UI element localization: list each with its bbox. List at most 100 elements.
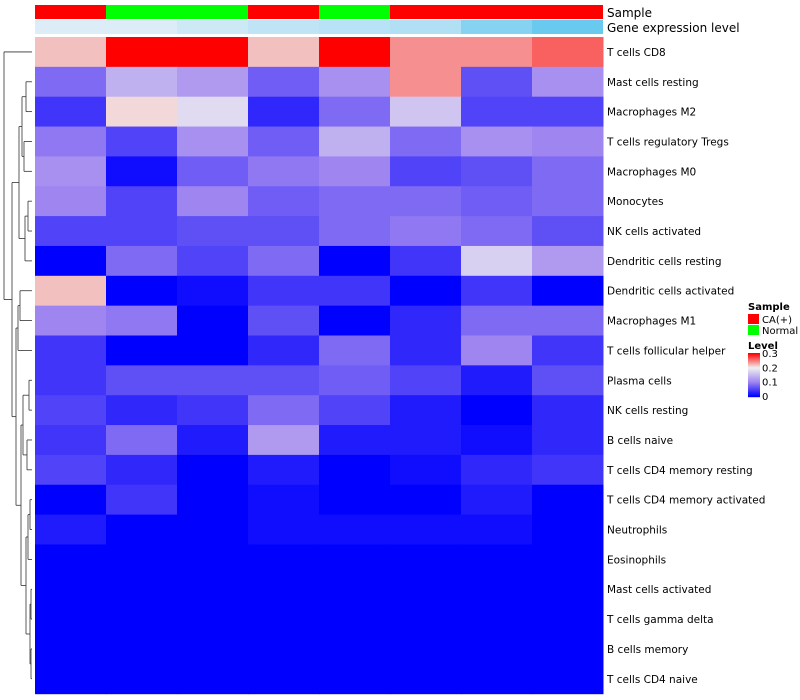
level-legend-gradient-step [748,380,760,382]
heatmap-cell [532,186,604,217]
sample-annotation-cell [390,5,461,19]
level-legend-tick: 0 [762,392,768,403]
level-legend-tick: 0.1 [762,378,778,389]
heatmap-cell [461,156,533,187]
level-legend-gradient-step [748,364,760,366]
level-legend-gradient-step [748,371,760,373]
heatmap-cell [319,245,391,277]
heatmap-cell [35,663,107,695]
row-label: T cells follicular helper [606,345,726,357]
heatmap-cell [177,66,249,98]
heatmap-cell [177,634,249,665]
heatmap-cell [390,245,462,277]
sample-annotation-cell [35,5,106,19]
heatmap-cell [532,305,604,336]
heatmap-cell [177,216,249,247]
heatmap-cell [461,126,533,157]
heatmap-cell [390,37,462,68]
heatmap-cell [461,544,533,575]
heatmap-cell [461,365,533,396]
heatmap-cell [248,395,320,426]
heatmap-cell [532,245,604,277]
gene-expression-annotation-cell [177,20,248,34]
heatmap-cell [106,514,178,545]
heatmap-cell [106,275,178,307]
heatmap-cell [248,544,320,575]
gene-expression-annotation-cell [248,20,319,34]
heatmap-cell [390,96,462,128]
row-label: Mast cells activated [607,584,711,596]
heatmap-cell [35,395,107,426]
heatmap-cell [106,305,178,336]
heatmap-cell [390,126,462,157]
row-label: T cells CD8 [606,47,666,59]
heatmap-cell [248,305,320,336]
heatmap-cell [177,275,249,307]
row-label: T cells CD4 memory resting [606,465,753,477]
gene-expression-annotation-cell [106,20,177,34]
heatmap-cell [248,66,320,98]
heatmap-cell [532,96,604,128]
heatmap-cell [390,275,462,307]
heatmap-cell [106,574,178,605]
row-label: B cells naive [607,435,673,447]
heatmap-cell [177,186,249,217]
level-legend-tick: 0.2 [762,363,778,374]
heatmap-cell [319,305,391,336]
heatmap-cell [461,186,533,217]
heatmap-cell [35,335,107,366]
heatmap-cell [177,395,249,426]
heatmap-cell [248,425,320,456]
heatmap-cell [390,66,462,98]
heatmap-cell [248,186,320,217]
heatmap-cell [532,663,604,695]
level-legend-gradient-step [748,355,760,357]
heatmap-cell [106,425,178,456]
level-legend-gradient-step [748,385,760,387]
heatmap-cell [532,216,604,247]
heatmap-cell [106,216,178,247]
gene-expression-annotation-cell [35,20,106,34]
level-legend-gradient-step [748,356,760,358]
heatmap-cell [319,663,391,695]
heatmap-cell [532,365,604,396]
heatmap-cell [177,96,249,128]
heatmap-cell [319,514,391,545]
heatmap-cell [106,395,178,426]
heatmap-cell [461,454,533,486]
heatmap-cell [532,514,604,545]
sample-annotation-cell [177,5,248,19]
heatmap-cell [106,37,178,68]
heatmap-cell [390,425,462,456]
level-legend-gradient-step [748,353,760,355]
heatmap-cell [461,604,533,635]
row-label: B cells memory [607,644,688,656]
heatmap-cell [248,514,320,545]
heatmap-cell [248,275,320,307]
heatmap-cells [35,37,604,695]
level-legend-gradient-step [748,376,760,378]
level-legend-gradient-step [748,390,760,392]
heatmap-cell [106,186,178,217]
heatmap-cell [35,305,107,336]
level-legend-gradient-step [748,388,760,390]
heatmap-cell [177,335,249,366]
heatmap-cell [390,454,462,486]
heatmap-cell [319,126,391,157]
heatmap-cell [35,275,107,307]
heatmap-cell [461,395,533,426]
sample-annotation-cell [532,5,603,19]
row-label: NK cells activated [607,226,701,238]
level-legend-title: Level [748,341,778,352]
row-label: T cells gamma delta [606,614,714,626]
heatmap-cell [319,156,391,187]
heatmap-cell [177,604,249,635]
heatmap-cell [248,634,320,665]
row-label: T cells CD4 memory activated [606,495,765,507]
heatmap-cell [177,454,249,486]
level-legend-gradient-step [748,368,760,370]
heatmap-cell [319,186,391,217]
